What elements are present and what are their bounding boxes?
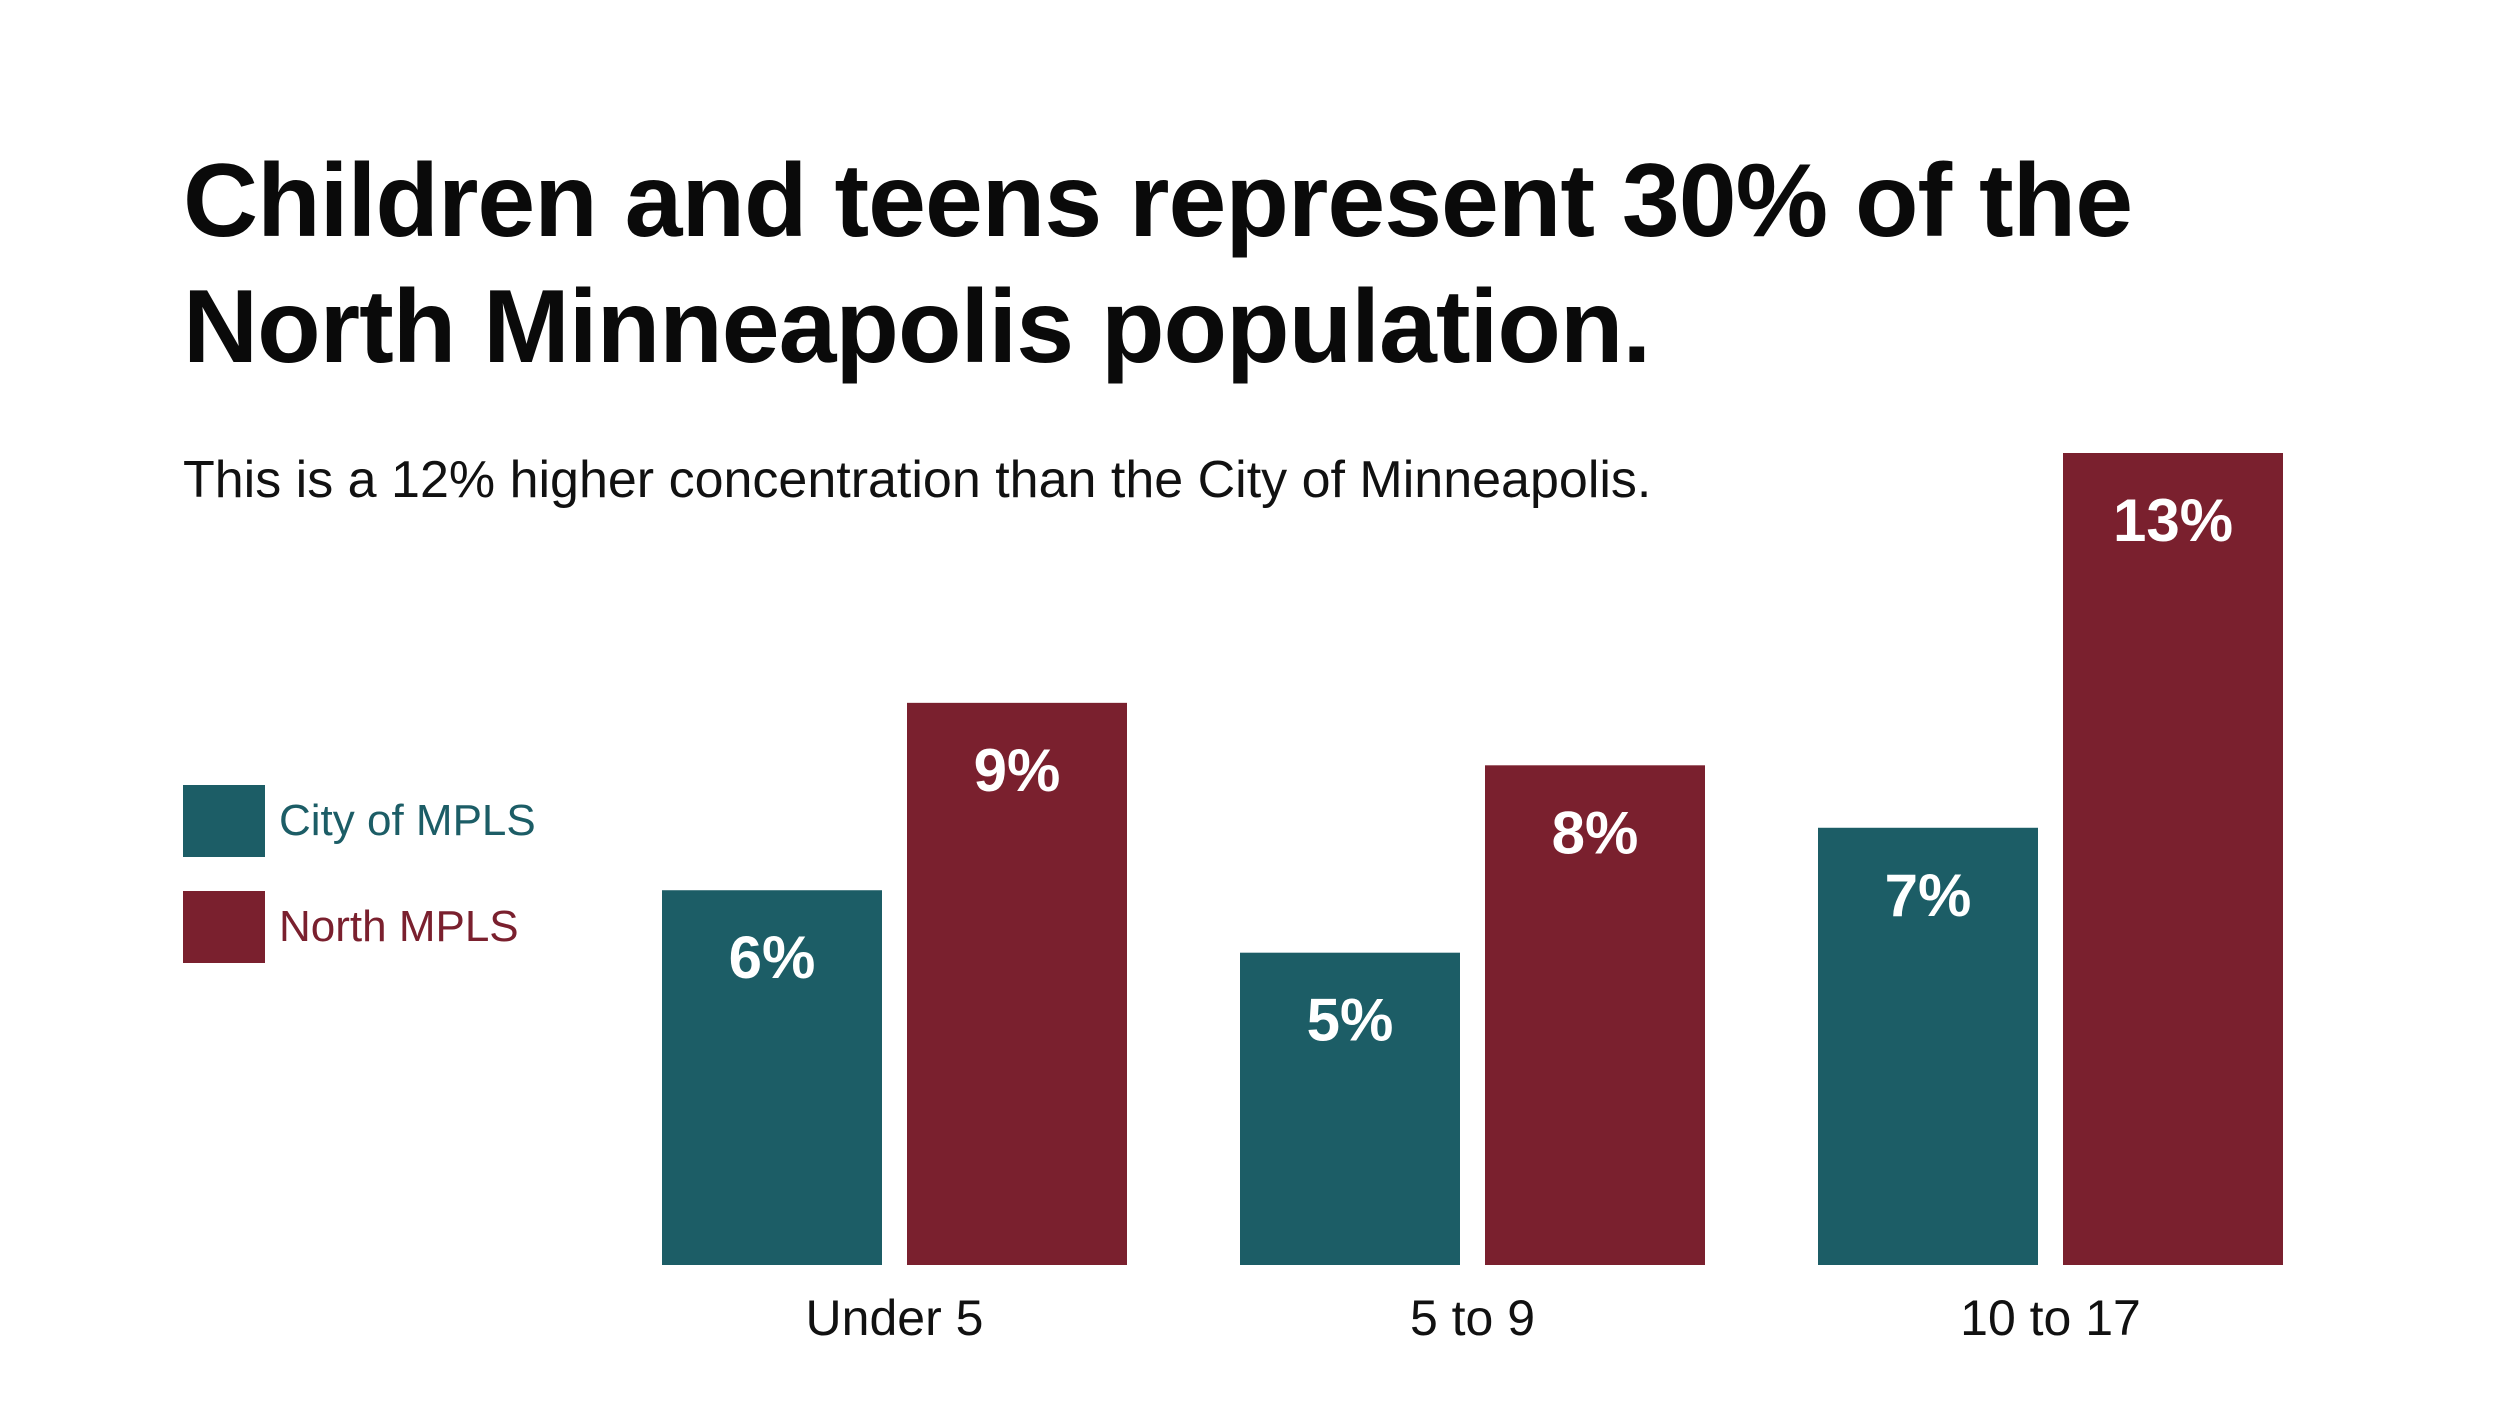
legend-label-north-mpls: North MPLS	[279, 902, 519, 951]
bar-north-mpls-under-5	[907, 702, 1127, 1265]
data-label-city-of-mpls-5-to-9: 5%	[1307, 987, 1394, 1054]
x-tick-label-under-5: Under 5	[806, 1290, 984, 1346]
bar-north-mpls-5-to-9	[1485, 765, 1705, 1265]
legend-label-city-of-mpls: City of MPLS	[279, 796, 536, 845]
data-label-city-of-mpls-10-to-17: 7%	[1885, 862, 1972, 929]
legend-swatch-north-mpls	[183, 891, 265, 963]
x-tick-label-10-to-17: 10 to 17	[1960, 1290, 2141, 1346]
data-label-north-mpls-5-to-9: 8%	[1552, 799, 1639, 866]
data-label-north-mpls-under-5: 9%	[974, 737, 1061, 804]
chart-subtitle: This is a 12% higher concentration than …	[183, 451, 1652, 509]
chart-title: Children and teens represent 30% of the …	[183, 143, 2133, 385]
bar-city-of-mpls-10-to-17	[1818, 827, 2038, 1265]
bar-north-mpls-10-to-17	[2063, 453, 2283, 1265]
bar-city-of-mpls-5-to-9	[1240, 952, 1460, 1265]
data-label-north-mpls-10-to-17: 13%	[2113, 487, 2233, 554]
bar-city-of-mpls-under-5	[662, 890, 882, 1265]
x-tick-label-5-to-9: 5 to 9	[1410, 1290, 1535, 1346]
data-label-city-of-mpls-under-5: 6%	[729, 924, 816, 991]
legend-swatch-city-of-mpls	[183, 785, 265, 857]
